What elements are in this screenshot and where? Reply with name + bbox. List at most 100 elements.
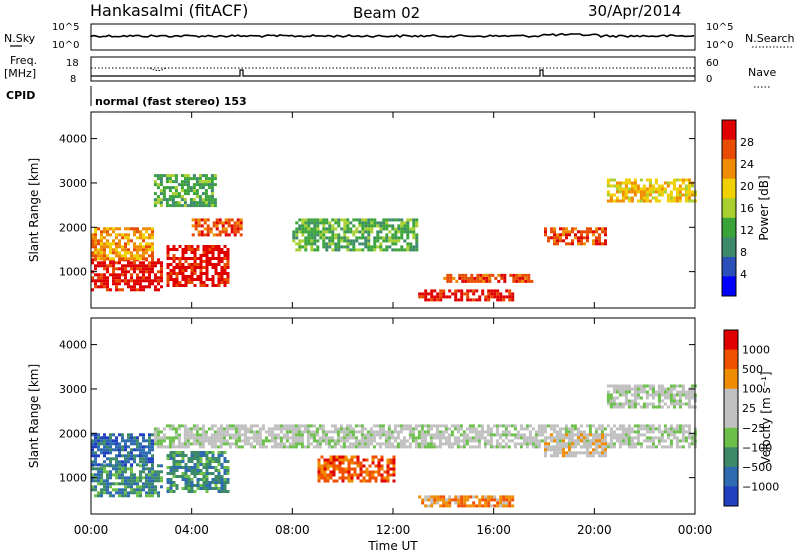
velocity-echo-cell [378, 445, 382, 449]
velocity-echo-cell [115, 460, 118, 464]
power-echo-cell [174, 195, 178, 199]
power-echo-cell [684, 193, 688, 197]
power-echo-cell [527, 273, 531, 277]
power-echo-cell [343, 221, 347, 225]
power-echo-cell [151, 279, 154, 283]
velocity-echo-cell [604, 454, 607, 458]
velocity-echo-cell [571, 451, 574, 455]
velocity-echo-cell [294, 439, 298, 443]
power-echo-cell [187, 281, 191, 284]
velocity-echo-cell [172, 460, 176, 463]
velocity-echo-cell [115, 454, 118, 458]
power-echo-cell [598, 236, 601, 240]
velocity-echo-cell [498, 433, 502, 437]
power-echo-cell [409, 242, 413, 246]
velocity-echo-cell [390, 433, 394, 437]
velocity-echo-cell [285, 436, 289, 440]
velocity-echo-cell [353, 470, 357, 474]
velocity-echo-cell [393, 445, 397, 449]
power-echo-cell [205, 266, 209, 269]
power-echo-cell [106, 245, 109, 249]
velocity-echo-cell [456, 436, 460, 440]
velocity-echo-cell [636, 390, 640, 394]
velocity-echo-cell [353, 473, 357, 477]
velocity-echo-cell [205, 490, 209, 493]
power-echo-cell [210, 174, 214, 178]
velocity-echo-cell [604, 451, 607, 455]
velocity-echo-cell [255, 433, 259, 437]
velocity-echo-cell [378, 442, 382, 446]
power-echo-cell [210, 186, 214, 190]
power-echo-cell [322, 239, 326, 243]
velocity-echo-cell [190, 466, 194, 469]
velocity-echo-cell [219, 427, 223, 431]
velocity-echo-cell [297, 436, 301, 440]
power-echo-cell [203, 218, 207, 222]
velocity-echo-cell [633, 442, 637, 446]
power-echo-cell [190, 281, 194, 284]
power-echo-cell [217, 260, 221, 263]
velocity-echo-cell [594, 427, 598, 431]
power-echo-cell [298, 227, 302, 231]
velocity-echo-cell [294, 433, 298, 437]
power-echo-cell [94, 273, 97, 277]
power-echo-cell [490, 292, 494, 296]
power-echo-cell [202, 272, 206, 275]
velocity-echo-cell [145, 457, 148, 461]
power-echo-cell [313, 230, 317, 234]
power-echo-cell [215, 218, 219, 222]
velocity-echo-cell [442, 504, 446, 508]
power-echo-cell [148, 282, 151, 286]
velocity-colorbar-tick: −100 [742, 441, 772, 454]
velocity-echo-cell [639, 424, 643, 428]
power-echo-cell [550, 227, 553, 231]
velocity-echo-cell [178, 454, 182, 457]
power-echo-cell [583, 236, 586, 240]
velocity-echo-cell [609, 405, 613, 409]
velocity-echo-cell [217, 457, 221, 460]
velocity-echo-cell [609, 439, 613, 443]
power-echo-cell [669, 196, 673, 200]
velocity-echo-cell [396, 445, 400, 449]
velocity-echo-cell [525, 439, 529, 443]
power-echo-cell [651, 196, 655, 200]
power-echo-cell [181, 251, 185, 254]
velocity-echo-cell [222, 442, 226, 446]
velocity-echo-cell [393, 430, 397, 434]
velocity-echo-cell [562, 442, 565, 446]
velocity-echo-cell [321, 424, 325, 428]
power-echo-cell [202, 284, 206, 287]
velocity-echo-cell [612, 445, 616, 449]
power-echo-cell [109, 273, 112, 277]
velocity-echo-cell [213, 439, 217, 443]
velocity-echo-cell [180, 445, 184, 449]
power-echo-cell [217, 254, 221, 257]
velocity-echo-cell [330, 439, 334, 443]
velocity-echo-cell [660, 399, 664, 403]
velocity-echo-cell [321, 436, 325, 440]
power-echo-cell [97, 248, 100, 252]
power-echo-cell [304, 224, 308, 228]
power-echo-cell [678, 193, 682, 197]
velocity-echo-cell [130, 467, 133, 471]
velocity-echo-cell [595, 433, 598, 437]
velocity-echo-cell [347, 461, 351, 465]
velocity-colorbar-tick: −25 [742, 422, 765, 435]
velocity-echo-cell [187, 457, 191, 460]
velocity-echo-cell [359, 473, 363, 477]
power-echo-cell [454, 289, 458, 293]
velocity-echo-cell [675, 445, 679, 449]
velocity-echo-cell [375, 430, 379, 434]
velocity-echo-cell [169, 484, 173, 487]
velocity-echo-cell [153, 436, 157, 440]
power-echo-cell [505, 295, 509, 299]
velocity-echo-cell [687, 390, 691, 394]
velocity-echo-cell [121, 482, 124, 486]
velocity-echo-cell [356, 461, 360, 465]
power-echo-cell [559, 239, 562, 243]
power-echo-cell [503, 279, 507, 283]
power-echo-cell [400, 218, 404, 222]
velocity-echo-cell [660, 439, 664, 443]
velocity-echo-cell [166, 457, 170, 460]
power-echo-cell [136, 267, 139, 271]
